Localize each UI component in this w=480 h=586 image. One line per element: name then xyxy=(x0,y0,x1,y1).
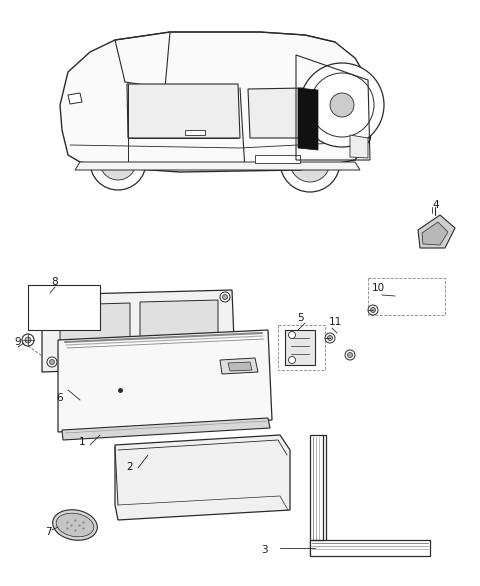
Text: 4: 4 xyxy=(432,200,439,210)
Circle shape xyxy=(22,334,34,346)
Ellipse shape xyxy=(53,510,97,540)
Polygon shape xyxy=(58,330,272,432)
Circle shape xyxy=(220,292,230,302)
Circle shape xyxy=(90,134,146,190)
Polygon shape xyxy=(127,84,240,138)
Circle shape xyxy=(348,353,352,357)
Polygon shape xyxy=(418,215,455,248)
Polygon shape xyxy=(422,222,448,245)
Circle shape xyxy=(330,93,354,117)
Polygon shape xyxy=(68,93,82,104)
Polygon shape xyxy=(248,88,333,138)
Polygon shape xyxy=(310,540,430,556)
Polygon shape xyxy=(298,88,318,150)
Text: 6: 6 xyxy=(57,393,63,403)
Text: 8: 8 xyxy=(52,277,58,287)
Text: 7: 7 xyxy=(45,527,51,537)
Circle shape xyxy=(290,142,330,182)
Circle shape xyxy=(345,350,355,360)
Text: 5: 5 xyxy=(297,313,303,323)
Polygon shape xyxy=(185,130,205,135)
Circle shape xyxy=(288,356,296,363)
Circle shape xyxy=(47,357,57,367)
Ellipse shape xyxy=(56,513,94,537)
Circle shape xyxy=(25,337,31,343)
Polygon shape xyxy=(140,300,218,355)
Circle shape xyxy=(371,308,375,312)
Polygon shape xyxy=(228,362,252,371)
Circle shape xyxy=(49,359,55,364)
Polygon shape xyxy=(60,303,130,358)
Circle shape xyxy=(327,336,333,340)
Circle shape xyxy=(47,295,57,305)
Circle shape xyxy=(310,73,374,137)
Polygon shape xyxy=(255,155,300,163)
Polygon shape xyxy=(28,285,100,330)
Circle shape xyxy=(368,305,378,315)
Polygon shape xyxy=(42,290,235,372)
Text: 2: 2 xyxy=(127,462,133,472)
Text: 10: 10 xyxy=(372,283,384,293)
Circle shape xyxy=(220,354,230,364)
Polygon shape xyxy=(310,435,326,555)
Polygon shape xyxy=(75,162,360,170)
Text: 1: 1 xyxy=(79,437,85,447)
Circle shape xyxy=(223,356,228,362)
Circle shape xyxy=(223,295,228,299)
Circle shape xyxy=(100,144,136,180)
Polygon shape xyxy=(62,418,270,440)
Polygon shape xyxy=(220,358,258,374)
Text: 9: 9 xyxy=(15,337,21,347)
Polygon shape xyxy=(115,435,290,520)
Polygon shape xyxy=(350,135,368,158)
Circle shape xyxy=(49,298,55,302)
Circle shape xyxy=(288,332,296,339)
Text: 11: 11 xyxy=(328,317,342,327)
Polygon shape xyxy=(60,32,375,172)
Circle shape xyxy=(280,132,340,192)
Text: 3: 3 xyxy=(261,545,267,555)
Circle shape xyxy=(325,333,335,343)
Circle shape xyxy=(177,359,183,366)
Polygon shape xyxy=(285,330,315,365)
Circle shape xyxy=(300,63,384,147)
